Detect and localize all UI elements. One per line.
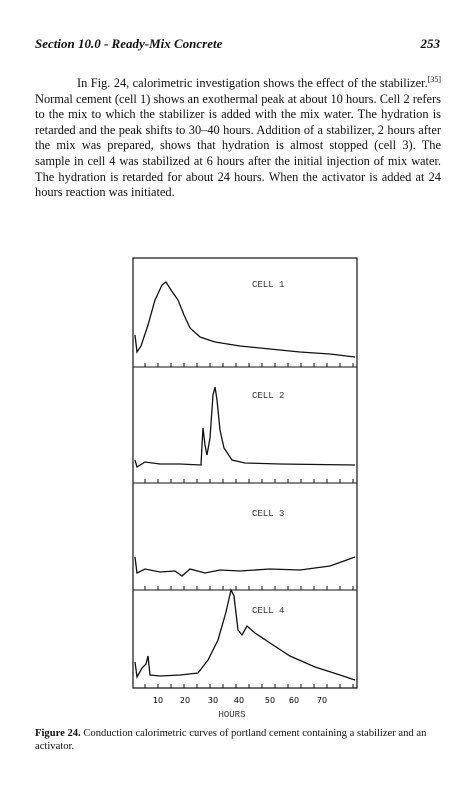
body-paragraph: In Fig. 24, calorimetric investigation s… xyxy=(35,74,441,201)
text: In Fig. 24, calorimetric investigation s… xyxy=(77,76,428,90)
x-tick-label: 60 xyxy=(289,696,299,705)
x-tick-label: 70 xyxy=(317,696,327,705)
curve-cell-1 xyxy=(134,281,356,358)
section-header: Section 10.0 - Ready-Mix Concrete xyxy=(35,36,223,51)
text: Normal cement (cell 1) shows an exotherm… xyxy=(35,91,441,200)
x-axis-label: HOURS xyxy=(218,710,245,720)
page-number: 253 xyxy=(420,36,441,51)
curve-cell-2 xyxy=(134,386,356,469)
cell-label: CELL 2 xyxy=(252,391,284,401)
x-tick-label: 50 xyxy=(265,696,275,705)
curve-cell-3 xyxy=(134,556,356,577)
x-tick-label: 30 xyxy=(208,696,218,705)
caption-label: Figure 24. xyxy=(35,728,81,739)
figure-caption: Figure 24. Conduction calorimetric curve… xyxy=(35,727,441,753)
figure-frame xyxy=(132,257,358,689)
curve-cell-4 xyxy=(134,588,356,681)
cell-label: CELL 4 xyxy=(252,606,284,616)
cell-label: CELL 1 xyxy=(252,280,284,290)
x-tick-label: 10 xyxy=(153,696,163,705)
cell-labels: CELL 1 CELL 2 CELL 3 CELL 4 xyxy=(252,280,284,616)
cell-label: CELL 3 xyxy=(252,509,284,519)
x-tick-label: 40 xyxy=(234,696,244,705)
reference: [35] xyxy=(427,74,441,84)
x-tick-label: 20 xyxy=(180,696,190,705)
x-axis: 10 20 30 40 50 60 70 HOURS xyxy=(144,363,354,720)
caption-text: Conduction calorimetric curves of portla… xyxy=(35,728,427,752)
